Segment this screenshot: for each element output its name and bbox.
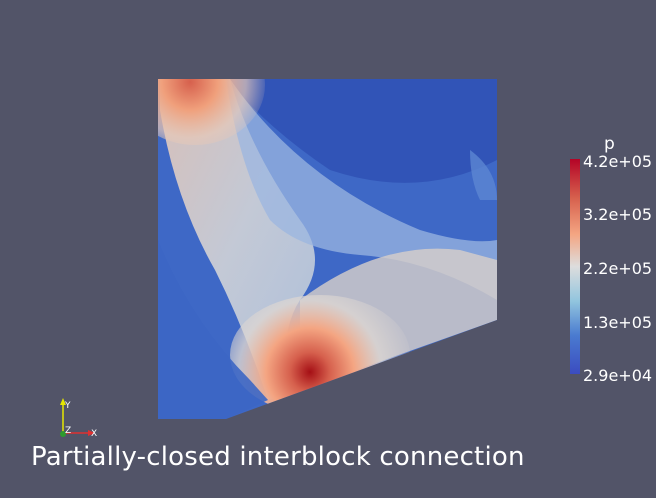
y-axis-label: Y xyxy=(64,401,71,411)
pressure-field xyxy=(158,79,497,419)
orientation-axes: Y X Z xyxy=(60,398,97,439)
z-axis-label: Z xyxy=(65,426,71,436)
legend-tick-2: 3.2e+05 xyxy=(583,205,653,224)
color-scale-bar xyxy=(570,159,580,374)
legend-tick-min: 2.9e+04 xyxy=(583,366,653,385)
legend-tick-3: 2.2e+05 xyxy=(583,259,653,278)
view-caption: Partially-closed interblock connection xyxy=(31,442,525,472)
x-axis-arrowhead xyxy=(88,430,95,436)
z-axis-dot xyxy=(60,431,66,437)
legend-tick-max: 4.2e+05 xyxy=(583,152,653,171)
legend-title: p xyxy=(604,134,615,154)
legend-tick-4: 1.3e+05 xyxy=(583,313,653,332)
y-axis-arrowhead xyxy=(60,398,66,405)
x-axis-label: X xyxy=(91,429,97,439)
